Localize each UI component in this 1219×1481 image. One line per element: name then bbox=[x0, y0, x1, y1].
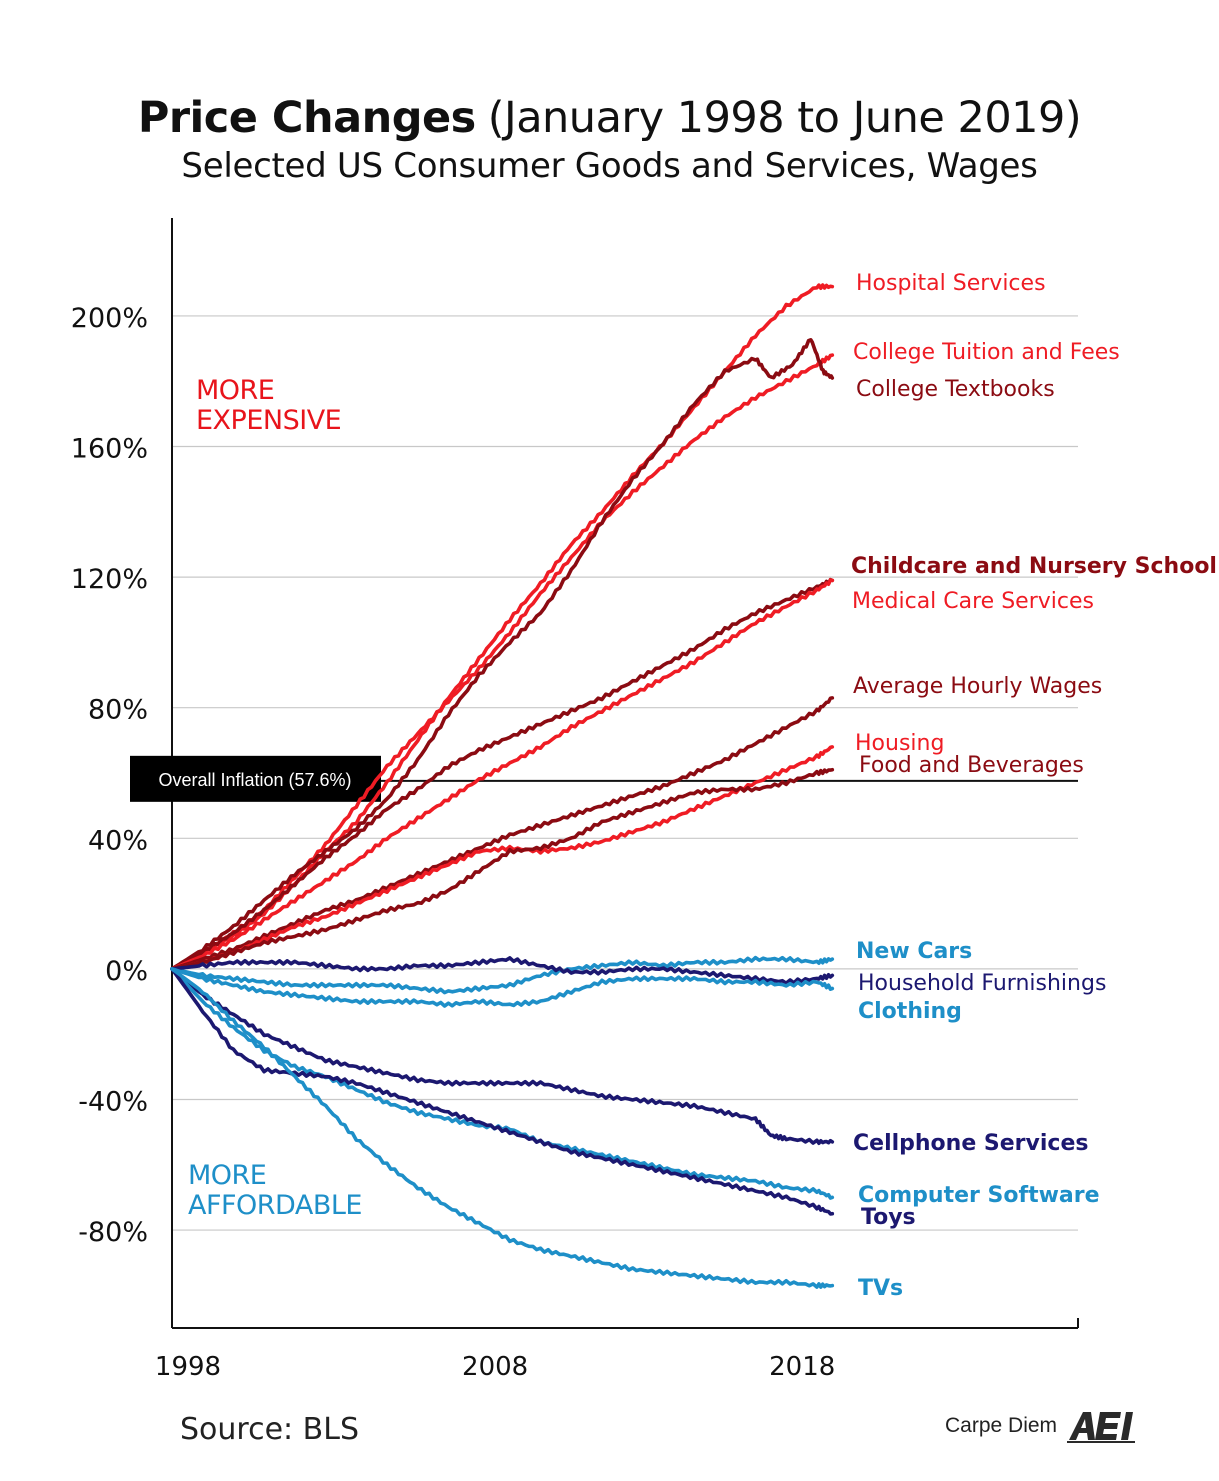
series-label: Hospital Services bbox=[856, 271, 1046, 296]
series-lines bbox=[170, 283, 835, 1289]
series-line-college-textbooks bbox=[170, 337, 835, 971]
series-label: College Tuition and Fees bbox=[853, 340, 1120, 365]
y-tick-label: 120% bbox=[71, 564, 148, 595]
series-label: Clothing bbox=[858, 999, 962, 1024]
brand-mark: Carpe Diem bbox=[945, 1408, 1137, 1444]
aei-logo bbox=[1067, 1412, 1136, 1443]
y-tick-label: -40% bbox=[78, 1086, 148, 1117]
series-label: Average Hourly Wages bbox=[853, 674, 1102, 699]
y-tick-label: 80% bbox=[88, 695, 148, 726]
series-line-clothing bbox=[170, 967, 835, 1008]
series-line-housing bbox=[170, 745, 835, 971]
y-tick-label: -80% bbox=[78, 1217, 148, 1248]
series-line-average-hourly-wages bbox=[170, 696, 835, 971]
chart-title: Price Changes bbox=[137, 93, 476, 143]
x-tick-label: 1998 bbox=[155, 1352, 221, 1382]
series-label: Food and Beverages bbox=[859, 753, 1084, 778]
series-label: Housing bbox=[855, 731, 944, 756]
chart-title-block: Price Changes (January 1998 to June 2019)… bbox=[0, 92, 1219, 188]
series-label: New Cars bbox=[856, 939, 972, 964]
series-line-computer-software bbox=[170, 967, 835, 1200]
brand-name: Carpe Diem bbox=[945, 1414, 1058, 1437]
region-annotation: MORE bbox=[188, 1160, 266, 1191]
gridlines bbox=[172, 315, 1078, 1231]
inflation-label: Overall Inflation (57.6%) bbox=[158, 770, 351, 790]
chart-subtitle: Selected US Consumer Goods and Services,… bbox=[181, 146, 1038, 186]
series-line-tvs bbox=[170, 967, 835, 1289]
x-tick-label: 2008 bbox=[462, 1352, 528, 1382]
series-line-food-and-beverages bbox=[170, 767, 835, 971]
region-annotation: MORE bbox=[196, 375, 274, 406]
region-annotation: EXPENSIVE bbox=[196, 405, 341, 436]
y-tick-label: 0% bbox=[105, 956, 148, 987]
series-label: TVs bbox=[858, 1276, 903, 1301]
y-tick-label: 200% bbox=[71, 303, 148, 334]
series-label: Toys bbox=[861, 1205, 916, 1230]
x-tick-label: 2018 bbox=[769, 1352, 835, 1382]
y-tick-label: 40% bbox=[88, 825, 148, 856]
series-label: College Textbooks bbox=[856, 377, 1055, 402]
inflation-label-box bbox=[130, 755, 381, 802]
tick-labels: 200% 160% 120% 80% 40% 0% -40% -80% 1998 2008 2018 bbox=[71, 303, 836, 1382]
series-line-cellphone-services bbox=[170, 967, 835, 1146]
series-line-household-furnishings bbox=[170, 956, 835, 986]
region-annotation: AFFORDABLE bbox=[188, 1190, 362, 1221]
source-note: Source: BLS bbox=[180, 1412, 360, 1447]
series-line-college-tuition-and-fees bbox=[170, 353, 835, 971]
reference-line-group: Overall Inflation (57.6%) bbox=[130, 755, 1078, 802]
series-label: Household Furnishings bbox=[858, 971, 1106, 996]
chart-title-line: Price Changes (January 1998 to June 2019) bbox=[0, 92, 1219, 144]
series-line-new-cars bbox=[170, 955, 835, 995]
line-chart: Overall Inflation (57.6%) Hospital Servi… bbox=[71, 218, 1217, 1382]
series-line-medical-care-services bbox=[170, 578, 835, 971]
series-label: Medical Care Services bbox=[852, 589, 1094, 614]
chart-date-range: (January 1998 to June 2019) bbox=[487, 93, 1082, 143]
series-line-childcare-and-nursery-school bbox=[170, 577, 835, 971]
series-label: Cellphone Services bbox=[853, 1131, 1088, 1156]
series-labels: Hospital Services College Tuition and Fee… bbox=[851, 271, 1217, 1301]
series-label: Childcare and Nursery School bbox=[851, 554, 1217, 579]
series-line-toys bbox=[170, 967, 835, 1216]
y-tick-label: 160% bbox=[71, 434, 148, 465]
series-label: Computer Software bbox=[858, 1183, 1100, 1208]
